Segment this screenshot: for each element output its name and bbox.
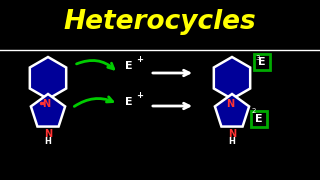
Text: H: H — [228, 138, 236, 147]
Text: H: H — [44, 138, 52, 147]
Text: E: E — [125, 61, 132, 71]
Polygon shape — [31, 94, 65, 127]
Text: 2: 2 — [252, 108, 256, 114]
Text: 3: 3 — [255, 55, 260, 61]
Text: E: E — [255, 114, 263, 124]
Text: N: N — [44, 129, 52, 139]
Text: Heterocycles: Heterocycles — [64, 9, 256, 35]
Text: N: N — [42, 99, 50, 109]
Text: N: N — [226, 99, 234, 109]
Text: +: + — [136, 91, 143, 100]
Text: N: N — [228, 129, 236, 139]
Polygon shape — [215, 94, 249, 127]
Text: +: + — [136, 55, 143, 64]
Text: E: E — [125, 97, 132, 107]
Text: E: E — [258, 57, 266, 67]
Polygon shape — [30, 57, 66, 99]
Polygon shape — [214, 57, 250, 99]
